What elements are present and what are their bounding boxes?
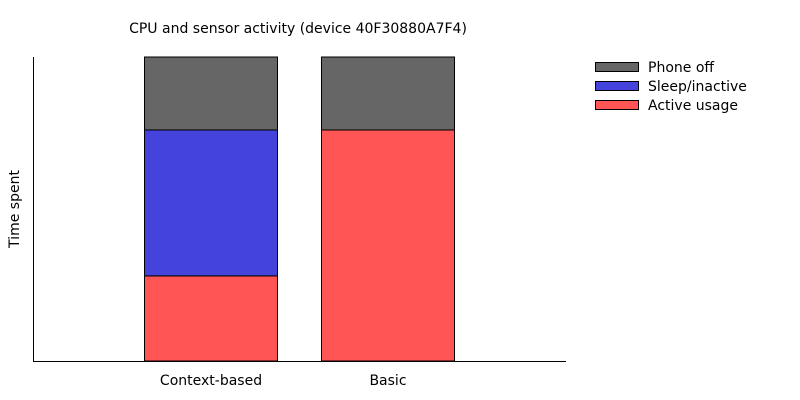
y-axis-label: Time spent xyxy=(7,170,23,249)
legend-label: Active usage xyxy=(648,98,738,114)
legend-swatch xyxy=(595,100,639,110)
bar-segment-basic-active-usage xyxy=(321,129,455,362)
x-tick-labels: Context-based Basic xyxy=(160,373,407,389)
legend-swatch xyxy=(595,81,639,91)
bar-segment-context-based-active-usage xyxy=(144,275,278,362)
legend-label: Sleep/inactive xyxy=(648,79,747,95)
axes-layer xyxy=(33,57,566,362)
x-tick-label: Context-based xyxy=(160,373,262,389)
bars-layer xyxy=(144,56,455,362)
bar-segment-context-based-phone-off xyxy=(144,56,278,131)
bar-segment-context-based-sleep-inactive xyxy=(144,129,278,277)
legend-swatch xyxy=(595,62,639,72)
legend-label: Phone off xyxy=(648,60,714,76)
bar-segment-basic-phone-off xyxy=(321,56,455,131)
legend: Phone off Sleep/inactive Active usage xyxy=(595,60,747,114)
chart-title: CPU and sensor activity (device 40F30880… xyxy=(129,21,467,37)
x-tick-label: Basic xyxy=(369,373,406,389)
